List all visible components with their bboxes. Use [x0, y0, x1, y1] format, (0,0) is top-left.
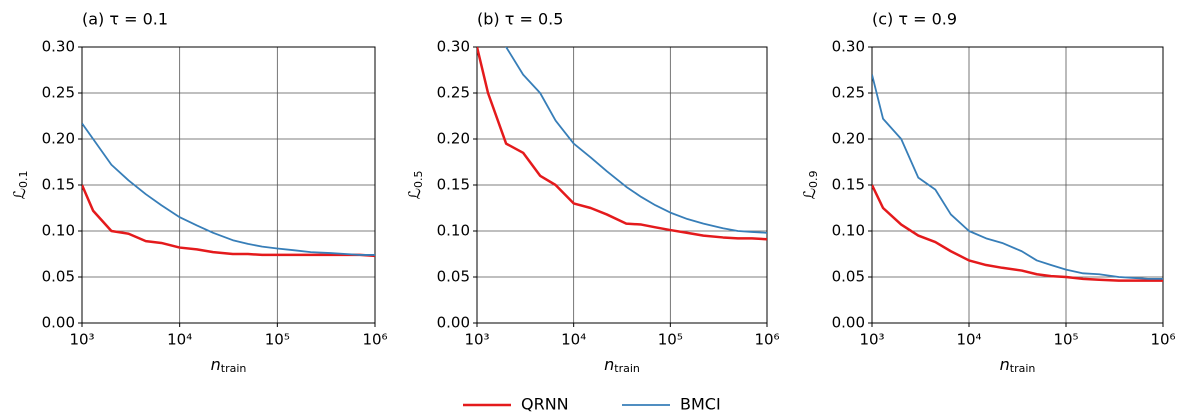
line — [82, 122, 375, 256]
y-tick-label: 0.20 — [832, 130, 865, 148]
y-axis-label: ℒ0.9 — [800, 170, 821, 199]
x-tick-label: 10³ — [464, 331, 489, 349]
x-tick-label: 10⁵ — [265, 331, 290, 349]
chart-title: (c) τ = 0.9 — [872, 10, 957, 29]
panel: 0.00 0.05 0.10 0.15 0.20 0.25 0.30 10³ 10⁴ 10⁵ 10⁶… — [800, 10, 1176, 376]
y-tick-label: 0.15 — [437, 176, 470, 194]
x-axis-label: ntrain — [211, 355, 247, 376]
x-tick-label: 10⁶ — [754, 331, 779, 349]
y-tick-label: 0.15 — [42, 176, 75, 194]
plot-frame — [476, 46, 768, 324]
y-tick-label: 0.10 — [42, 222, 75, 240]
y-axis-label-main: ℒ — [800, 188, 819, 200]
x-axis-label: ntrain — [604, 355, 640, 376]
line — [505, 47, 767, 234]
y-tick-label: 0.05 — [42, 268, 75, 286]
y-tick-label: 0.10 — [437, 222, 470, 240]
y-axis-label-sub: 0.5 — [412, 170, 425, 188]
line — [82, 184, 375, 258]
y-tick-label: 0.00 — [437, 314, 470, 332]
x-tick-label: 10⁶ — [1150, 331, 1175, 349]
y-tick-label: 0.00 — [832, 314, 865, 332]
y-tick-label: 0.00 — [42, 314, 75, 332]
y-tick-label: 0.05 — [437, 268, 470, 286]
y-axis-label-main: ℒ — [10, 188, 29, 200]
panel: 0.00 0.05 0.10 0.15 0.20 0.25 0.30 10³ 10⁴ 10⁵ 10⁶… — [405, 10, 780, 376]
legend-label: BMCI — [680, 395, 721, 414]
chart-title: (a) τ = 0.1 — [82, 10, 168, 29]
x-tick-label: 10⁴ — [561, 331, 586, 349]
y-tick-label: 0.30 — [42, 38, 75, 56]
x-axis-label-sub: train — [221, 362, 247, 375]
x-axis-label-main: n — [1000, 355, 1010, 374]
x-tick-label: 10³ — [69, 331, 94, 349]
y-tick-label: 0.10 — [832, 222, 865, 240]
x-tick-label: 10⁵ — [1053, 331, 1078, 349]
y-axis-label: ℒ0.5 — [405, 170, 426, 199]
y-tick-label: 0.25 — [832, 84, 865, 102]
x-axis-label: ntrain — [1000, 355, 1036, 376]
y-tick-label: 0.25 — [437, 84, 470, 102]
line — [477, 47, 767, 241]
y-axis-label-sub: 0.1 — [17, 170, 30, 188]
legend-label: QRNN — [521, 395, 569, 414]
line — [872, 74, 1163, 280]
y-tick-label: 0.30 — [832, 38, 865, 56]
y-tick-label: 0.20 — [42, 130, 75, 148]
y-axis-label-sub: 0.9 — [807, 170, 820, 188]
x-axis-label-main: n — [604, 355, 614, 374]
x-tick-label: 10⁶ — [362, 331, 387, 349]
legend: QRNN BMCI — [463, 395, 721, 414]
x-tick-label: 10⁴ — [167, 331, 192, 349]
y-tick-label: 0.05 — [832, 268, 865, 286]
y-tick-label: 0.20 — [437, 130, 470, 148]
x-axis-label-sub: train — [614, 362, 640, 375]
chart-title: (b) τ = 0.5 — [477, 10, 563, 29]
y-axis-label: ℒ0.1 — [10, 170, 31, 199]
x-tick-label: 10⁴ — [956, 331, 981, 349]
line — [872, 184, 1163, 282]
x-tick-label: 10⁵ — [658, 331, 683, 349]
x-axis-label-main: n — [211, 355, 221, 374]
y-axis-label-main: ℒ — [405, 188, 424, 200]
y-tick-label: 0.30 — [437, 38, 470, 56]
y-tick-label: 0.15 — [832, 176, 865, 194]
y-tick-label: 0.25 — [42, 84, 75, 102]
x-tick-label: 10³ — [859, 331, 884, 349]
panel: 0.00 0.05 0.10 0.15 0.20 0.25 0.30 10³ 10⁴ 10⁵ 10⁶… — [10, 10, 388, 376]
x-axis-label-sub: train — [1010, 362, 1036, 375]
